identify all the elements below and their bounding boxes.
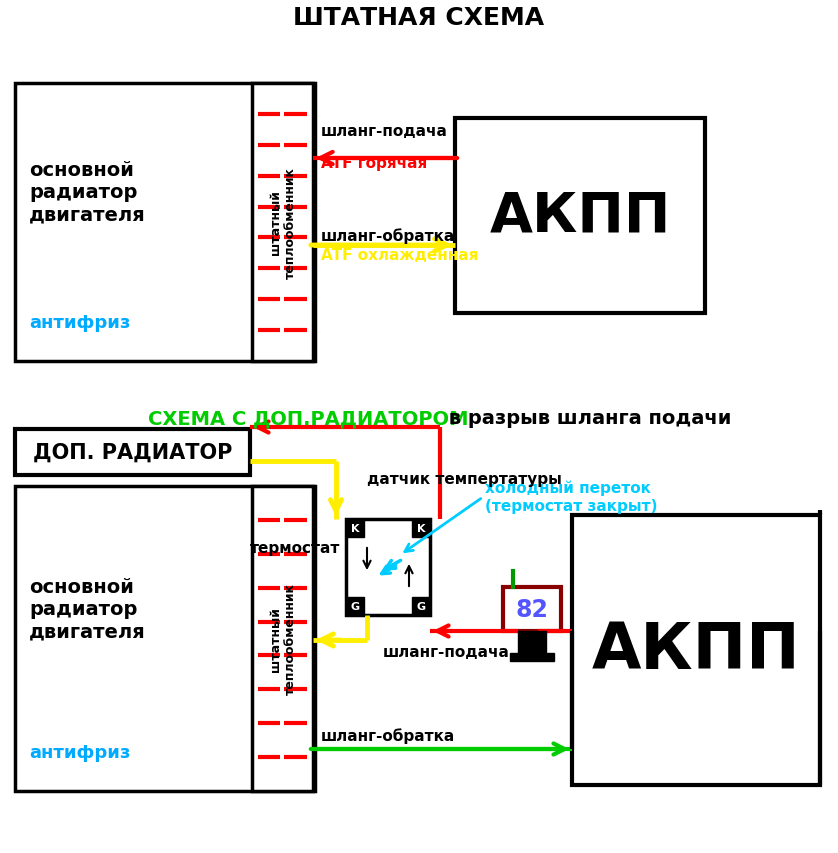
Text: в разрыв шланга подачи: в разрыв шланга подачи <box>442 409 732 427</box>
Text: шланг-подача: шланг-подача <box>383 644 510 659</box>
Text: ATF охлажденная: ATF охлажденная <box>321 247 478 263</box>
Text: антифриз: антифриз <box>29 743 131 761</box>
Text: шланг-обратка: шланг-обратка <box>321 228 455 244</box>
Text: ШТАТНАЯ СХЕМА: ШТАТНАЯ СХЕМА <box>293 6 545 30</box>
Text: основной
радиатор
двигателя: основной радиатор двигателя <box>29 161 146 224</box>
Bar <box>15 486 315 791</box>
Text: шланг-подача: шланг-подача <box>321 124 447 139</box>
Bar <box>518 631 546 657</box>
Text: штатный
теплообменник: штатный теплообменник <box>268 167 297 279</box>
Text: АКПП: АКПП <box>489 189 670 243</box>
Bar <box>572 515 820 785</box>
Bar <box>252 84 313 362</box>
Text: ДОП. РАДИАТОР: ДОП. РАДИАТОР <box>33 443 232 462</box>
Text: K: K <box>351 524 360 533</box>
Bar <box>503 588 561 631</box>
Bar <box>412 519 430 537</box>
Text: АКПП: АКПП <box>592 619 800 682</box>
Text: термостат: термостат <box>250 540 340 554</box>
Bar <box>15 84 315 362</box>
Text: штатный
теплообменник: штатный теплообменник <box>268 583 297 694</box>
Text: основной
радиатор
двигателя: основной радиатор двигателя <box>29 577 146 641</box>
Text: холодный переток: холодный переток <box>485 479 651 496</box>
Text: шланг-обратка: шланг-обратка <box>321 728 455 743</box>
Bar <box>346 519 430 615</box>
Text: ATF горячая: ATF горячая <box>321 156 427 171</box>
Bar <box>252 486 313 791</box>
Bar <box>346 597 364 615</box>
Text: K: K <box>416 524 425 533</box>
Text: 82: 82 <box>515 597 548 621</box>
Text: (термостат закрыт): (термостат закрыт) <box>485 498 658 513</box>
Text: G: G <box>350 601 360 612</box>
Bar <box>412 597 430 615</box>
Text: датчик темпертатуры: датчик темпертатуры <box>367 472 562 487</box>
Text: антифриз: антифриз <box>29 314 131 332</box>
Bar <box>455 119 705 314</box>
Text: СХЕМА С ДОП.РАДИАТОРОМ: СХЕМА С ДОП.РАДИАТОРОМ <box>148 409 468 427</box>
Bar <box>346 519 364 537</box>
Bar <box>510 653 554 661</box>
Bar <box>15 430 250 475</box>
Text: G: G <box>416 601 426 612</box>
